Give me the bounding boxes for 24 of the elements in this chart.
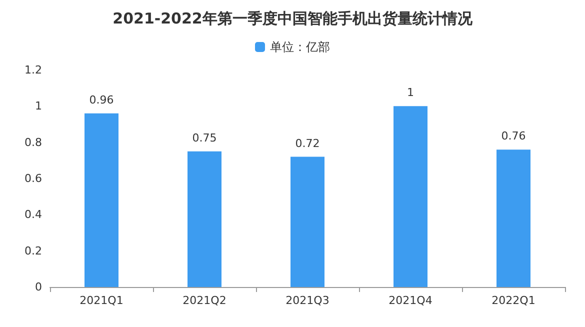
x-tick-label: 2021Q1 — [80, 294, 124, 307]
y-tick-label: 0.4 — [24, 208, 42, 222]
x-tick-label: 2021Q2 — [182, 294, 226, 307]
y-tick-label: 0.2 — [24, 244, 42, 258]
y-tick-label: 0 — [35, 280, 42, 294]
x-tick-label: 2022Q1 — [492, 294, 536, 307]
bar — [188, 151, 222, 287]
x-tick-label: 2021Q3 — [286, 294, 330, 307]
data-label: 0.75 — [192, 131, 217, 144]
data-label: 1 — [407, 86, 414, 100]
legend-label: 单位：亿部 — [270, 40, 330, 54]
data-label: 0.96 — [89, 93, 114, 106]
x-tick-label: 2021Q4 — [388, 294, 432, 307]
chart-title: 2021-2022年第一季度中国智能手机出货量统计情况 — [112, 10, 474, 28]
bar — [290, 156, 324, 287]
y-tick-label: 1.2 — [24, 64, 42, 76]
data-label: 0.76 — [501, 130, 526, 143]
data-label: 0.72 — [295, 136, 320, 150]
bar — [84, 113, 118, 287]
bar — [394, 106, 428, 287]
y-tick-label: 0.6 — [24, 172, 42, 185]
y-tick-label: 0.8 — [24, 136, 42, 149]
bar — [496, 150, 530, 287]
y-tick-label: 1 — [35, 100, 42, 113]
